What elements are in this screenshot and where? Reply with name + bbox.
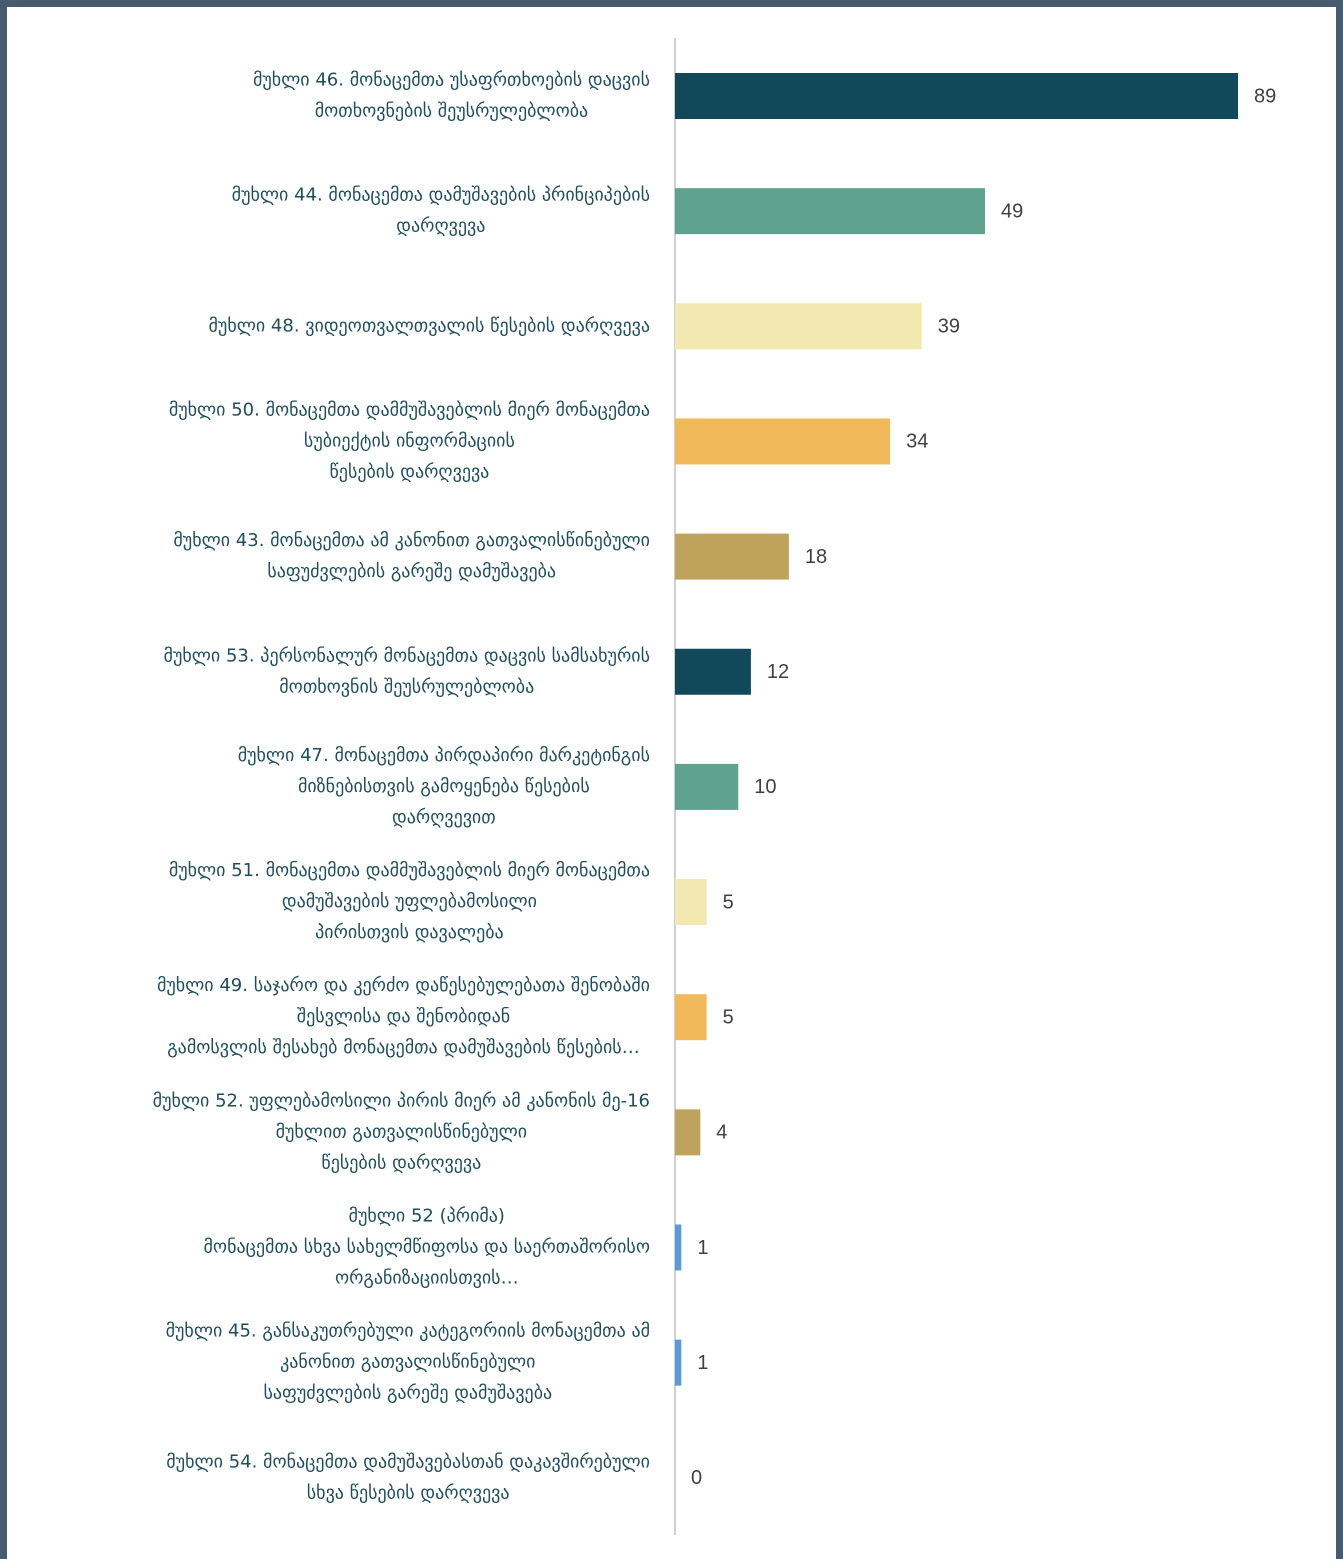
bar <box>675 1109 701 1156</box>
category-label: დარღვევა <box>396 216 485 237</box>
value-label: 5 <box>723 1006 734 1028</box>
value-label: 5 <box>723 891 734 913</box>
value-label: 18 <box>805 546 827 568</box>
category-label: სხვა წესების დარღვევა <box>307 1482 510 1503</box>
value-label: 39 <box>938 316 960 338</box>
category-label: მუხლით გათვალისწინებული <box>276 1121 527 1142</box>
category-label: მუხლი 53. პერსონალურ მონაცემთა დაცვის სა… <box>164 645 650 666</box>
category-label: საფუძვლების გარეშე დამუშავება <box>267 561 556 582</box>
value-label: 1 <box>697 1237 708 1259</box>
value-label: 89 <box>1254 85 1276 107</box>
bar <box>675 1224 682 1271</box>
category-label: მუხლი 52. უფლებამოსილი პირის მიერ ამ კან… <box>153 1090 650 1111</box>
category-label: სუბიექტის ინფორმაციის <box>304 430 515 451</box>
category-label: წესების დარღვევა <box>329 461 489 482</box>
bar <box>675 648 751 695</box>
category-label: მუხლი 50. მონაცემთა დამმუშავებლის მიერ მ… <box>169 399 650 420</box>
category-label: მუხლი 47. მონაცემთა პირდაპირი მარკეტინგი… <box>238 745 650 766</box>
value-label: 12 <box>767 661 789 683</box>
category-label: ორგანიზაციისთვის… <box>335 1268 519 1289</box>
bar <box>675 879 707 926</box>
category-label: მუხლი 54. მონაცემთა დამუშავებასთან დაკავ… <box>166 1451 650 1472</box>
category-label: პირისთვის დავალება <box>315 922 504 943</box>
value-label: 0 <box>691 1467 702 1489</box>
category-label: მოთხოვნის შეუსრულებლობა <box>279 676 534 697</box>
bar <box>675 533 789 580</box>
bar <box>675 188 985 235</box>
value-label: 10 <box>754 776 776 798</box>
bar <box>675 994 707 1041</box>
category-label: მუხლი 52 (პრიმა) <box>349 1206 505 1227</box>
category-label: დარღვევით <box>392 807 496 828</box>
bar <box>675 1339 682 1386</box>
category-label: მუხლი 48. ვიდეოთვალთვალის წესების დარღვე… <box>209 315 650 336</box>
category-label: მიზნებისთვის გამოყენება წესების <box>298 776 590 797</box>
category-label: მუხლი 49. საჯარო და კერძო დაწესებულებათა… <box>157 975 650 996</box>
category-label: მუხლი 45. განსაკუთრებული კატეგორიის მონა… <box>166 1321 650 1342</box>
bar <box>675 418 891 465</box>
value-label: 34 <box>906 431 928 453</box>
category-label: შესვლისა და შენობიდან <box>297 1006 510 1027</box>
category-label: გამოსვლის შესახებ მონაცემთა დამუშავების … <box>167 1037 639 1058</box>
category-label: საფუძვლების გარეშე დამუშავება <box>263 1383 552 1404</box>
category-label: მუხლი 46. მონაცემთა უსაფრთხოების დაცვის <box>253 70 650 91</box>
bar <box>675 763 739 810</box>
bar <box>675 303 922 350</box>
bar <box>675 73 1238 119</box>
category-label: მუხლი 43. მონაცემთა ამ კანონით გათვალისწ… <box>173 530 650 551</box>
category-label: მონაცემთა სხვა სახელმწიფოსა და საერთაშორ… <box>204 1237 650 1258</box>
category-label: წესების დარღვევა <box>321 1152 481 1173</box>
value-label: 4 <box>716 1122 727 1144</box>
category-label: მოთხოვნების შეუსრულებლობა <box>315 101 588 122</box>
category-label: მუხლი 51. მონაცემთა დამმუშავებლის მიერ მ… <box>169 860 650 881</box>
value-label: 49 <box>1001 200 1023 222</box>
category-label: დამუშავების უფლებამოსილი <box>282 891 537 912</box>
value-label: 1 <box>697 1352 708 1374</box>
category-label: მუხლი 44. მონაცემთა დამუშავების პრინციპე… <box>232 185 650 206</box>
category-label: კანონით გათვალისწინებული <box>280 1352 535 1373</box>
